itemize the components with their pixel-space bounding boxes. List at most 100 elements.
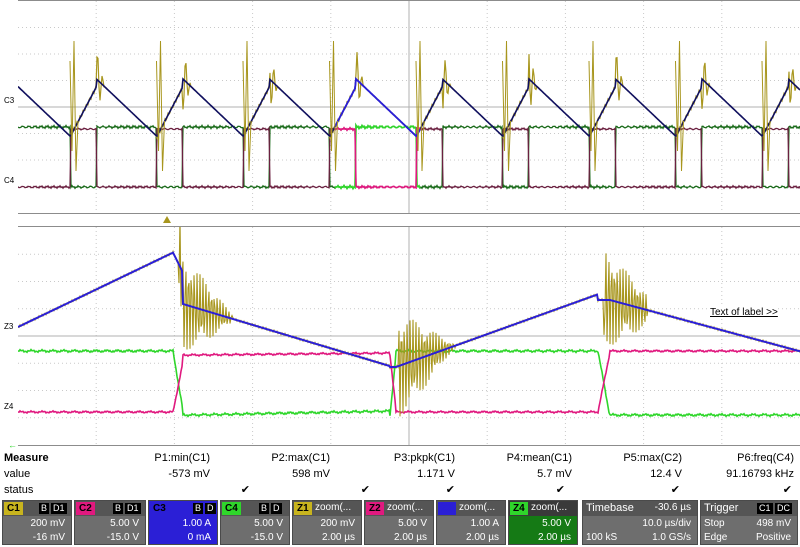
coupling-badge: D (271, 503, 282, 514)
zoom-traces (18, 227, 800, 445)
acquisition-grid[interactable] (18, 0, 800, 214)
zoom-tag: Z3 (438, 502, 456, 515)
channel-c2-descriptor[interactable]: C2 B D1 5.00 V -15.0 V (74, 500, 146, 545)
measure-status-row: status ✔ ✔ ✔ ✔ ✔ ✔ (0, 482, 800, 498)
zoom-timebase: 2.00 µs (537, 532, 571, 543)
zoom-z2-descriptor[interactable]: Z2 zoom(... 5.00 V 2.00 µs (364, 500, 434, 545)
param-value: 91.16793 kHz (726, 468, 794, 480)
c3-zoom-window-trace (334, 77, 421, 138)
param-name[interactable]: P1:min(C1) (154, 452, 210, 464)
trigger-coupling-badge: DC (775, 503, 792, 514)
c1-spike (415, 40, 425, 172)
channel-offset: -16 mV (32, 532, 65, 543)
param-value: -573 mV (168, 468, 210, 480)
value-row-label: value (4, 468, 31, 480)
channel-c4-descriptor[interactable]: C4 B D 5.00 V -15.0 V (220, 500, 290, 545)
zoom-title: zoom(... (387, 502, 424, 513)
measure-header-row: Measure P1:min(C1) P2:max(C1) P3:pkpk(C1… (0, 450, 800, 466)
bandwidth-badge: B (113, 503, 124, 514)
channel-tag: C3 (150, 502, 169, 515)
status-check-icon: ✔ (445, 484, 455, 496)
text-of-label-link[interactable]: Text of label >> (710, 307, 778, 318)
param-name[interactable]: P4:mean(C1) (506, 452, 572, 464)
z3-ground-marker[interactable]: Z3 (4, 322, 14, 331)
bandwidth-badge: B (39, 503, 50, 514)
zoom-scale: 1.00 A (470, 518, 499, 529)
zoom-scale: 200 mV (320, 518, 355, 529)
trigger-slope: Positive (755, 532, 791, 543)
channel-scale: 5.00 V (110, 518, 139, 529)
trigger-source-badge: C1 (757, 503, 773, 514)
channel-offset: -15.0 V (250, 532, 283, 543)
coupling-badge: D1 (125, 503, 141, 514)
graticule (18, 227, 800, 445)
param-value: 598 mV (292, 468, 330, 480)
channel-scale: 1.00 A (182, 518, 211, 529)
param-name[interactable]: P6:freq(C4) (737, 452, 794, 464)
param-value: 1.171 V (417, 468, 455, 480)
c1-spike (69, 40, 79, 172)
status-check-icon: ✔ (670, 484, 680, 496)
c1-spike (502, 40, 511, 172)
measure-value-row: value -573 mV 598 mV 1.171 V 5.7 mV 12.4… (0, 466, 800, 482)
zoom-tag: Z1 (294, 502, 312, 515)
z4-ground-marker[interactable]: Z4 (4, 402, 14, 411)
param-name[interactable]: P5:max(C2) (623, 452, 682, 464)
timebase-descriptor[interactable]: Timebase -30.6 µs 10.0 µs/div 100 kS 1.0… (582, 500, 698, 545)
c1-spike (242, 40, 252, 172)
trigger-level: 498 mV (756, 518, 791, 529)
status-check-icon: ✔ (360, 484, 370, 496)
coupling-badge: D1 (51, 503, 67, 514)
status-check-icon: ✔ (240, 484, 250, 496)
zoom-title: zoom(... (531, 502, 568, 513)
zoom-timebase: 2.00 µs (321, 532, 355, 543)
c1-spike (761, 40, 771, 172)
zoom-z3-descriptor[interactable]: Z3 zoom(... 1.00 A 2.00 µs (436, 500, 506, 545)
channel-offset: 0 mA (187, 532, 211, 543)
timebase-offset: -30.6 µs (654, 502, 691, 513)
trigger-type: Edge (704, 532, 728, 543)
bandwidth-badge: B (259, 503, 270, 514)
zoom-z4-descriptor[interactable]: Z4 zoom(... 5.00 V 2.00 µs (508, 500, 578, 545)
zoom-timebase: 2.00 µs (393, 532, 427, 543)
param-name[interactable]: P2:max(C1) (271, 452, 330, 464)
c2-zoom-window-trace (334, 126, 421, 190)
bandwidth-badge: B (193, 503, 204, 514)
trigger-position-marker[interactable] (163, 216, 171, 223)
zoom-scale: 5.00 V (542, 518, 571, 529)
timebase-samples: 100 kS (586, 532, 618, 543)
channel-tag: C4 (222, 502, 241, 515)
timebase-rate: 1.0 GS/s (652, 532, 691, 543)
c1-spike (329, 40, 338, 172)
channel-descriptor-bar: C1 B D1 200 mV -16 mV C2 B D1 5.00 V -15… (0, 498, 800, 547)
c1-spike (675, 40, 684, 172)
coupling-badge: D (205, 503, 216, 514)
zoom-scale: 5.00 V (398, 518, 427, 529)
measure-title: Measure (4, 452, 49, 464)
z2-trace (18, 348, 800, 415)
trigger-descriptor[interactable]: Trigger C1 DC Stop 498 mV Edge Positive (700, 500, 798, 545)
zoom-tag: Z2 (366, 502, 384, 515)
channel-c1-descriptor[interactable]: C1 B D1 200 mV -16 mV (2, 500, 72, 545)
channel-tag: C2 (76, 502, 95, 515)
c3-ground-marker[interactable]: C3 (4, 96, 15, 105)
z3-trace (18, 251, 800, 368)
z4-trace (18, 348, 800, 418)
status-row-label: status (4, 484, 34, 496)
channel-c3-descriptor[interactable]: C3 B D 1.00 A 0 mA (148, 500, 218, 545)
zoom-z1-descriptor[interactable]: Z1 zoom(... 200 mV 2.00 µs (292, 500, 362, 545)
zoom-grid[interactable] (18, 226, 800, 446)
zoom-title: zoom(... (459, 502, 496, 513)
trigger-title: Trigger (704, 502, 739, 514)
channel-scale: 5.00 V (254, 518, 283, 529)
c1-spike (588, 40, 598, 172)
zoom-tag: Z4 (510, 502, 528, 515)
c1-spike (156, 40, 165, 172)
measure-table[interactable]: Measure P1:min(C1) P2:max(C1) P3:pkpk(C1… (0, 450, 800, 498)
param-name[interactable]: P3:pkpk(C1) (393, 452, 455, 464)
c4-ground-marker[interactable]: C4 (4, 176, 15, 185)
timebase-title: Timebase (586, 502, 634, 514)
status-check-icon: ✔ (555, 484, 565, 496)
graticule (18, 1, 800, 213)
scroll-left-arrow-icon[interactable]: ← (8, 440, 17, 450)
